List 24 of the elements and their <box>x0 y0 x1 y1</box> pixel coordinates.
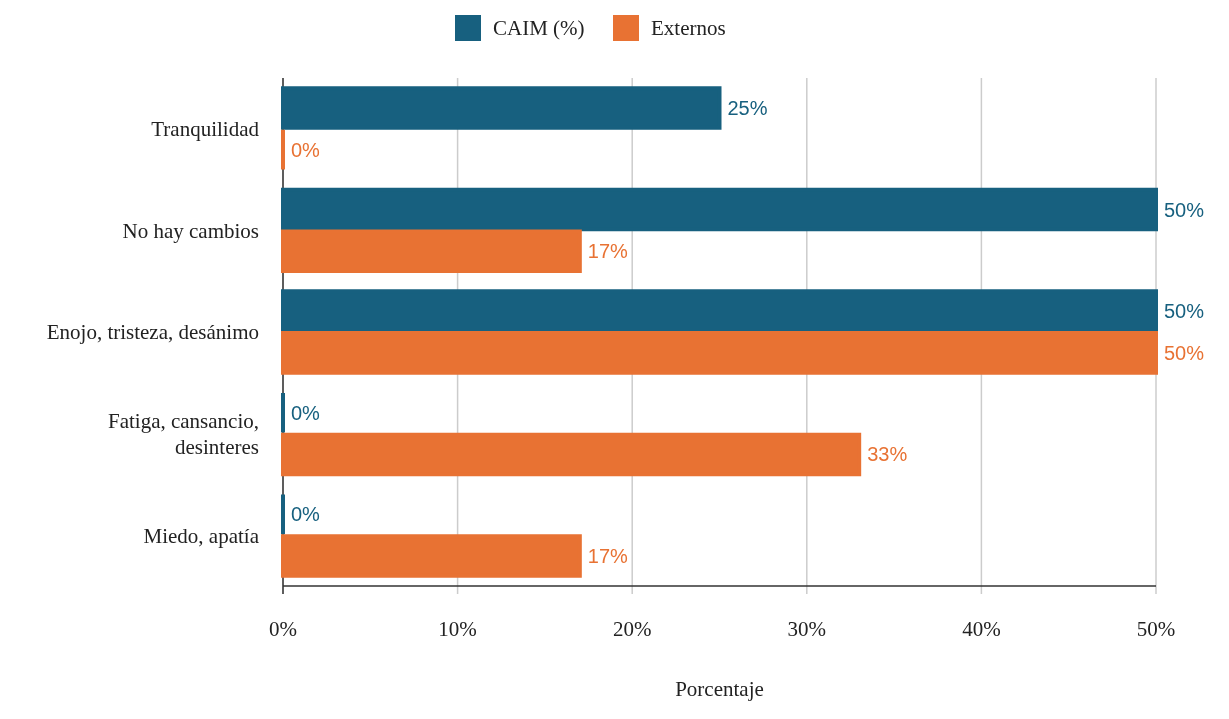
data-label: 50% <box>1164 341 1205 364</box>
data-label: 17% <box>587 545 629 568</box>
x-axis-title: Porcentaje <box>675 677 764 701</box>
x-tick-label: 40% <box>962 617 1001 641</box>
x-tick-label: 30% <box>787 617 827 641</box>
data-label: 50% <box>1164 300 1205 323</box>
data-label: 50% <box>1164 198 1205 221</box>
y-tick-label: No hay cambios <box>122 218 259 243</box>
legend-label: Externos <box>651 16 726 41</box>
legend-label: CAIM (%) <box>493 16 585 41</box>
x-tick-label: 50% <box>1136 617 1176 641</box>
data-label: 17% <box>587 240 629 263</box>
x-tick-label: 20% <box>612 617 652 641</box>
data-label: 0% <box>291 401 321 424</box>
y-tick-label: Enojo, tristeza, desánimo <box>46 320 259 345</box>
data-label: 0% <box>291 138 321 161</box>
y-tick-label: Fatiga, cansancio, desinteres <box>107 408 259 459</box>
y-tick-label: Miedo, apatía <box>143 523 260 548</box>
y-tick-label: Tranquilidad <box>151 117 260 142</box>
data-label: 25% <box>727 96 768 119</box>
x-tick-label: 0% <box>269 617 297 641</box>
data-label: 0% <box>291 503 321 526</box>
x-tick-label: 10% <box>438 617 477 641</box>
data-label: 33% <box>867 443 908 466</box>
